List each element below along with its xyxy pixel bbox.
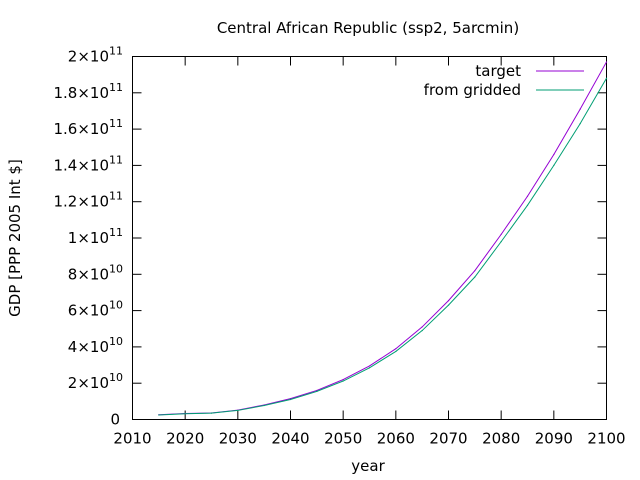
data-point (316, 390, 318, 392)
data-point (184, 413, 186, 415)
data-point (500, 241, 502, 243)
legend-label-1: from gridded (424, 81, 521, 99)
data-point (579, 123, 581, 125)
y-tick-label: 8×1010 (68, 262, 123, 283)
x-tick-label: 2080 (482, 430, 520, 448)
data-point (158, 414, 160, 416)
data-point (263, 404, 265, 407)
data-point (605, 61, 608, 63)
axis-ticks (132, 56, 607, 420)
data-point (395, 350, 397, 353)
y-tick-label: 6×1010 (68, 299, 123, 320)
x-tick-label: 2020 (166, 430, 204, 448)
y-tick-label: 1×1011 (68, 226, 123, 247)
data-point (526, 204, 529, 206)
data-point (500, 233, 502, 235)
x-axis-label: year (351, 457, 385, 475)
x-tick-label: 2030 (219, 430, 257, 448)
x-tick-label: 2070 (429, 430, 467, 448)
data-point (421, 329, 423, 332)
tick-labels: 2010 2020 2030 2040 2050 2060 2070 2080 2090 2100… (53, 45, 625, 448)
series-line-1 (158, 78, 607, 416)
data-point (368, 365, 371, 367)
x-tick-label: 2010 (113, 430, 151, 448)
chart-title: Central African Republic (ssp2, 5arcmin) (217, 19, 519, 37)
data-point (342, 378, 344, 381)
data-point (605, 77, 608, 79)
x-tick-label: 2100 (587, 430, 625, 448)
data-point (526, 195, 529, 197)
data-point (447, 300, 450, 302)
data-point (289, 398, 292, 401)
y-tick-label: 1.4×1011 (53, 153, 123, 174)
data-point (237, 409, 239, 412)
y-tick-label: 2×1011 (68, 45, 123, 66)
y-tick-label: 1.6×1011 (53, 117, 123, 138)
y-tick-label: 0 (110, 411, 120, 429)
y-tick-label: 2×1010 (68, 371, 123, 392)
x-tick-label: 2060 (377, 430, 415, 448)
plot-frame (132, 56, 607, 420)
data-point (579, 108, 581, 110)
data-point (342, 380, 344, 382)
data-point (553, 153, 555, 156)
data-point (447, 304, 450, 306)
data-point (368, 367, 371, 369)
y-tick-label: 1.8×1011 (53, 81, 123, 102)
data-point (553, 164, 555, 166)
data-point (474, 276, 476, 278)
series-lines (158, 61, 608, 416)
x-tick-label: 2040 (271, 430, 309, 448)
x-tick-label: 2090 (535, 430, 573, 448)
y-tick-label: 1.2×1011 (53, 190, 123, 211)
data-point (421, 326, 423, 328)
data-point (474, 270, 476, 272)
data-point (210, 412, 213, 414)
legend-label-0: target (475, 62, 521, 80)
y-tick-label: 4×1010 (68, 335, 123, 356)
x-tick-label: 2050 (324, 430, 362, 448)
series-line-0 (158, 61, 607, 416)
y-axis-label: GDP [PPP 2005 Int $] (6, 159, 24, 317)
data-point (395, 348, 397, 350)
